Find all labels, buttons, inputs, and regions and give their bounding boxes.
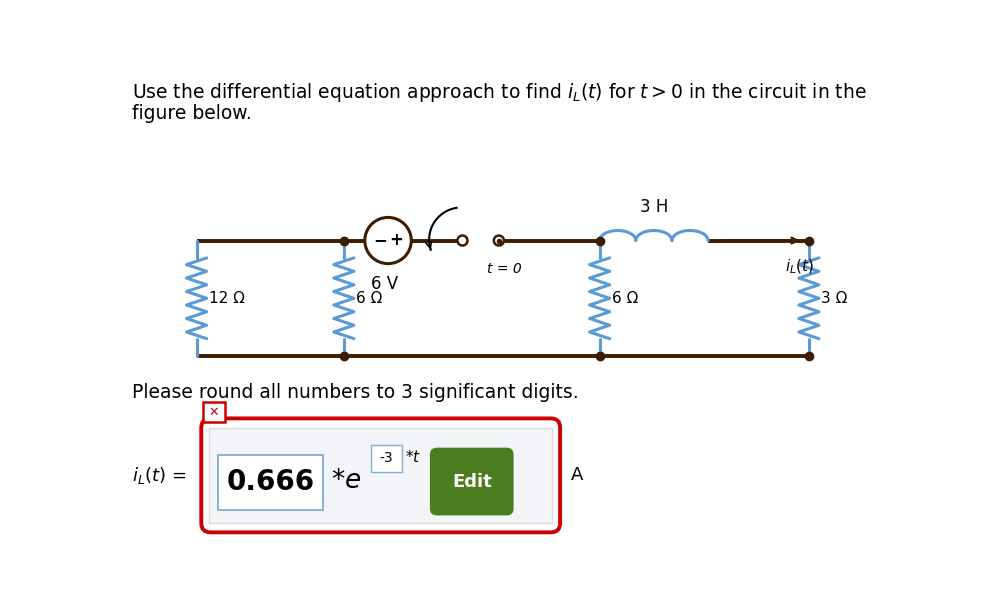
Text: 3 H: 3 H xyxy=(640,198,668,216)
Text: -3: -3 xyxy=(380,452,394,466)
Text: 6 Ω: 6 Ω xyxy=(356,291,383,306)
Text: Edit: Edit xyxy=(452,472,492,491)
Text: $* e$: $* e$ xyxy=(331,468,361,494)
Text: +: + xyxy=(389,231,402,248)
FancyBboxPatch shape xyxy=(371,444,402,472)
Text: Use the differential equation approach to find $i_L(t)$ for $t > 0$ in the circu: Use the differential equation approach t… xyxy=(132,81,867,104)
FancyBboxPatch shape xyxy=(209,428,552,523)
Circle shape xyxy=(365,217,411,264)
Text: $i_L(t)$: $i_L(t)$ xyxy=(785,258,814,276)
Text: 6 Ω: 6 Ω xyxy=(612,291,639,306)
Circle shape xyxy=(458,236,467,245)
FancyBboxPatch shape xyxy=(203,402,224,422)
Text: Please round all numbers to 3 significant digits.: Please round all numbers to 3 significan… xyxy=(132,383,579,402)
Text: figure below.: figure below. xyxy=(132,104,252,123)
Text: $*t$: $*t$ xyxy=(405,449,421,465)
Text: 12 Ω: 12 Ω xyxy=(209,291,245,306)
FancyBboxPatch shape xyxy=(202,419,560,532)
Text: 0.666: 0.666 xyxy=(226,468,315,496)
Text: $i_L(t)$ =: $i_L(t)$ = xyxy=(132,465,187,486)
Text: −: − xyxy=(373,231,388,248)
FancyBboxPatch shape xyxy=(430,447,514,515)
Text: t = 0: t = 0 xyxy=(487,262,522,276)
FancyBboxPatch shape xyxy=(218,455,323,510)
Circle shape xyxy=(494,236,504,245)
Text: ✕: ✕ xyxy=(209,406,218,419)
Text: A: A xyxy=(571,466,584,484)
Text: 6 V: 6 V xyxy=(371,275,398,293)
Text: 3 Ω: 3 Ω xyxy=(822,291,847,306)
